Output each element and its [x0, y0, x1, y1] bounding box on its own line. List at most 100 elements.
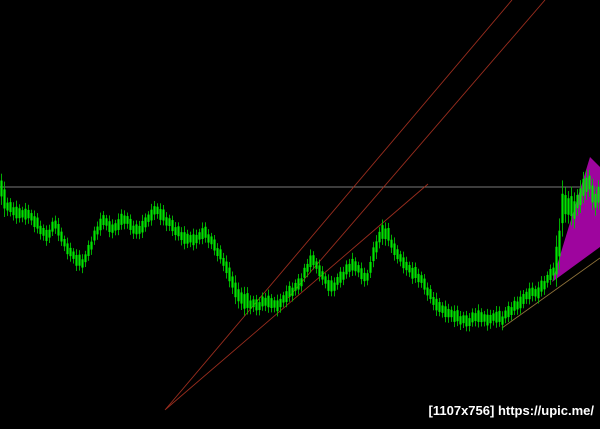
candle-body: [315, 261, 318, 269]
candle-body: [27, 209, 30, 219]
candle-body: [411, 267, 414, 279]
candle-body: [123, 215, 126, 224]
candle-body: [177, 226, 180, 237]
candle-body: [63, 239, 66, 247]
candle-body: [258, 302, 261, 311]
candle-body: [498, 310, 501, 322]
candle-body: [186, 233, 189, 244]
candle-body: [522, 294, 525, 304]
candle-body: [267, 295, 270, 308]
candle-body: [162, 209, 165, 221]
candle-body: [591, 185, 594, 203]
candle-body: [189, 235, 192, 243]
candle-body: [504, 310, 507, 319]
candle-body: [372, 247, 375, 262]
candle-body: [324, 276, 327, 284]
candle-body: [432, 297, 435, 305]
candle-body: [507, 306, 510, 318]
candle-body: [357, 265, 360, 273]
candle-body: [126, 216, 129, 224]
candle-body: [312, 255, 315, 266]
candle-body: [147, 214, 150, 222]
candle-body: [6, 202, 9, 211]
candle-body: [426, 287, 429, 296]
candle-body: [228, 267, 231, 282]
candle-body: [246, 293, 249, 308]
candle-body: [222, 257, 225, 266]
candle-body: [270, 298, 273, 309]
candle-body: [387, 228, 390, 241]
candle-body: [30, 213, 33, 221]
candle-body: [78, 254, 81, 266]
candle-body: [87, 244, 90, 256]
candle-body: [594, 193, 597, 208]
candle-body: [384, 228, 387, 240]
candle-body: [117, 219, 120, 230]
candle-body: [9, 202, 12, 213]
candle-body: [417, 273, 420, 283]
candle-body: [336, 277, 339, 285]
candle-body: [75, 255, 78, 266]
red-channel-line-right: [287, 0, 546, 299]
candle-body: [138, 225, 141, 234]
candle-body: [516, 301, 519, 310]
candle-body: [468, 318, 471, 327]
candle-body: [333, 282, 336, 291]
candle-body: [330, 280, 333, 292]
candle-body: [168, 218, 171, 227]
candle-body: [435, 298, 438, 311]
candle-body: [462, 315, 465, 324]
candle-body: [12, 207, 15, 216]
olive-trend-line: [501, 257, 600, 329]
candle-body: [111, 224, 114, 233]
candle-body: [204, 226, 207, 238]
candle-body: [450, 309, 453, 318]
candle-body: [345, 264, 348, 275]
red-channel-line-left: [164, 0, 513, 411]
candle-body: [102, 215, 105, 226]
candle-body: [501, 316, 504, 325]
candle-body: [57, 224, 60, 236]
candle-body: [567, 198, 570, 215]
candle-body: [576, 194, 579, 209]
candle-body: [309, 255, 312, 268]
candle-body: [513, 300, 516, 311]
candle-body: [378, 231, 381, 243]
candle-body: [183, 232, 186, 244]
candle-body: [585, 177, 588, 192]
candle-body: [213, 239, 216, 251]
candle-body: [108, 221, 111, 232]
candle-body: [99, 218, 102, 231]
candle-body: [327, 280, 330, 291]
candle-body: [510, 307, 513, 316]
candle-body: [396, 249, 399, 260]
candle-body: [465, 315, 468, 327]
candle-body: [84, 254, 87, 263]
candle-body: [255, 299, 258, 311]
candle-body: [423, 278, 426, 290]
candle-body: [447, 308, 450, 318]
candle-body: [438, 302, 441, 312]
candle-body: [540, 280, 543, 292]
candles-group: [0, 169, 600, 332]
candle-body: [225, 261, 228, 274]
candle-body: [528, 288, 531, 300]
candle-body: [489, 314, 492, 324]
candle-body: [474, 313, 477, 322]
candle-body: [219, 249, 222, 260]
candle-body: [261, 296, 264, 307]
candle-body: [294, 282, 297, 291]
candle-body: [339, 271, 342, 283]
candle-body: [573, 201, 576, 219]
candle-body: [297, 278, 300, 290]
candle-body: [141, 220, 144, 233]
candle-body: [237, 289, 240, 302]
candle-body: [537, 287, 540, 299]
candle-body: [495, 311, 498, 323]
candle-body: [543, 281, 546, 290]
candle-body: [210, 236, 213, 245]
candle-body: [174, 227, 177, 236]
candle-body: [471, 312, 474, 323]
candle-body: [201, 228, 204, 239]
candle-body: [21, 210, 24, 218]
